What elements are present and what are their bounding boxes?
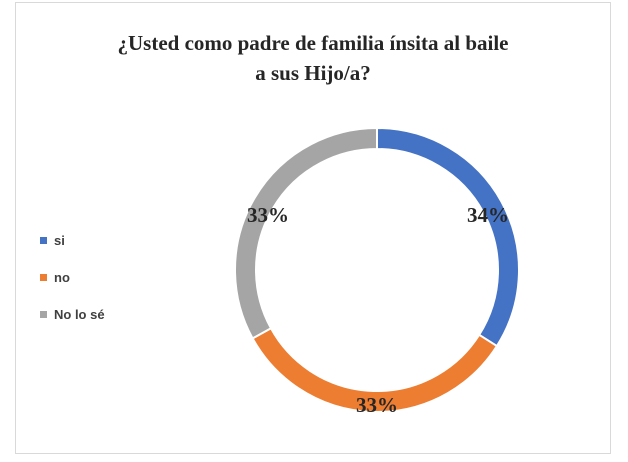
legend-item-no-lo-se: No lo sé [40,304,105,324]
legend-swatch-no [40,273,47,281]
data-label-no: 33% [356,393,398,417]
legend-label-no: no [54,269,70,285]
chart-title-line-2: a sus Hijo/a? [255,61,371,85]
data-labels: 34% 33% 33% [247,203,509,417]
chart-title-line-1: ¿Usted como padre de familia ínsita al b… [117,31,509,55]
legend-item-si: si [40,230,105,250]
data-label-no-lo-se: 33% [247,203,289,227]
slice-no-lo-se [234,126,378,340]
legend: si no No lo sé [40,230,105,341]
slice-si [376,126,520,348]
legend-swatch-no-lo-se [40,310,47,318]
legend-swatch-si [40,236,47,244]
data-label-si: 34% [467,203,509,227]
legend-label-si: si [54,232,65,248]
legend-label-no-lo-se: No lo sé [54,306,105,322]
chart-title: ¿Usted como padre de familia ínsita al b… [15,28,611,88]
legend-item-no: no [40,267,105,287]
doughnut-slices [234,126,520,413]
